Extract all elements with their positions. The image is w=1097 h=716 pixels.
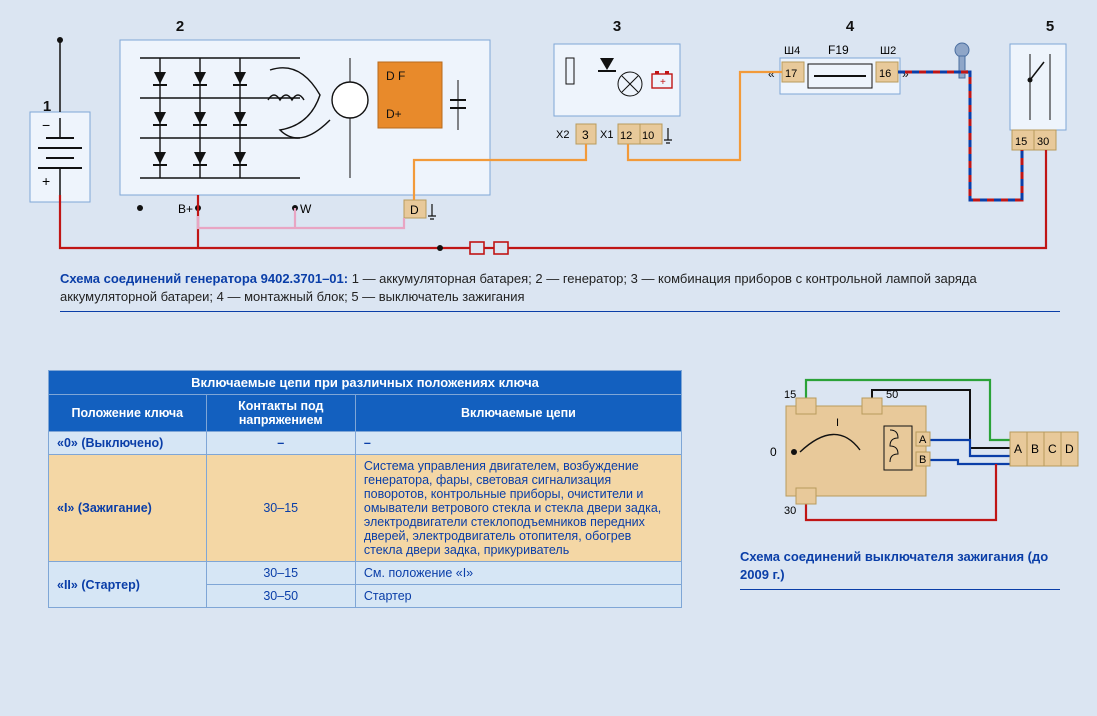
terminal-d: D [410,203,419,217]
th-circuits: Включаемые цепи [355,395,681,432]
table-cell: 30–15 [206,562,355,585]
terminal-d-plus: D+ [386,107,402,121]
table-cell: 30–15 [206,455,355,562]
caption-ignition: Схема соединений выключателя зажигания (… [740,548,1060,590]
svg-text:+: + [42,173,50,189]
svg-text:A: A [919,434,927,446]
ignition-positions-table: Включаемые цепи при различных положениях… [48,370,682,608]
pin-17: 17 [785,68,797,80]
pin-10: 10 [642,130,654,142]
terminal-d-f: D F [386,69,405,83]
table-cell: – [206,432,355,455]
table-cell: 30–50 [206,585,355,608]
svg-text:−: − [42,117,50,133]
table-cell: Система управления двигателем, возбужден… [355,455,681,562]
table-row: «II» (Стартер) [49,562,207,608]
table-cell: Стартер [355,585,681,608]
svg-text:+: + [660,77,666,88]
svg-text:D: D [1065,442,1074,456]
th-contacts: Контакты под напряжением [206,395,355,432]
pin-x1: X1 [600,129,613,141]
table-cell: «0» (Выключено) [49,432,207,455]
conn-sh2: Ш2 [880,45,896,57]
svg-text:0: 0 [770,445,777,459]
fuse-f19: F19 [828,43,849,57]
svg-text:C: C [1048,442,1057,456]
pin-12: 12 [620,130,632,142]
caption-generator: Схема соединений генератора 9402.3701–01… [60,270,1060,312]
th-position: Положение ключа [49,395,207,432]
svg-text:»: » [902,67,909,81]
svg-text:I: I [836,417,839,429]
svg-text:15: 15 [784,389,796,401]
pin-16: 16 [879,68,891,80]
pin-30: 30 [1037,136,1049,148]
terminal-w: W [300,202,312,216]
pin-15: 15 [1015,136,1027,148]
table-cell: «I» (Зажигание) [49,455,207,562]
svg-text:B: B [919,454,926,466]
terminal-b-plus: B+ [178,202,193,216]
table-cell: – [355,432,681,455]
svg-text:«: « [768,67,775,81]
table-title: Включаемые цепи при различных положениях… [49,371,682,395]
svg-text:B: B [1031,442,1039,456]
pin-3: 3 [582,128,589,142]
svg-text:50: 50 [886,389,898,401]
table-cell: См. положение «I» [355,562,681,585]
generator-schematic: − + [0,0,1097,400]
ignition-switch-schematic: 0 I 15 50 30 A B A B C D [740,370,1080,570]
pin-x2: X2 [556,129,569,141]
svg-text:30: 30 [784,505,796,517]
conn-sh4: Ш4 [784,45,800,57]
svg-text:A: A [1014,442,1022,456]
